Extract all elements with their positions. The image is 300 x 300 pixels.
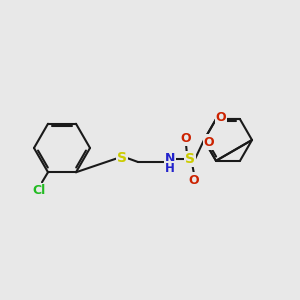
Text: H: H — [165, 163, 175, 176]
Text: O: O — [204, 136, 214, 148]
Text: S: S — [185, 152, 195, 166]
Text: O: O — [189, 173, 199, 187]
Text: N: N — [165, 152, 175, 166]
Text: S: S — [117, 151, 127, 165]
Text: O: O — [216, 111, 226, 124]
Text: Cl: Cl — [32, 184, 46, 197]
Text: O: O — [181, 131, 191, 145]
